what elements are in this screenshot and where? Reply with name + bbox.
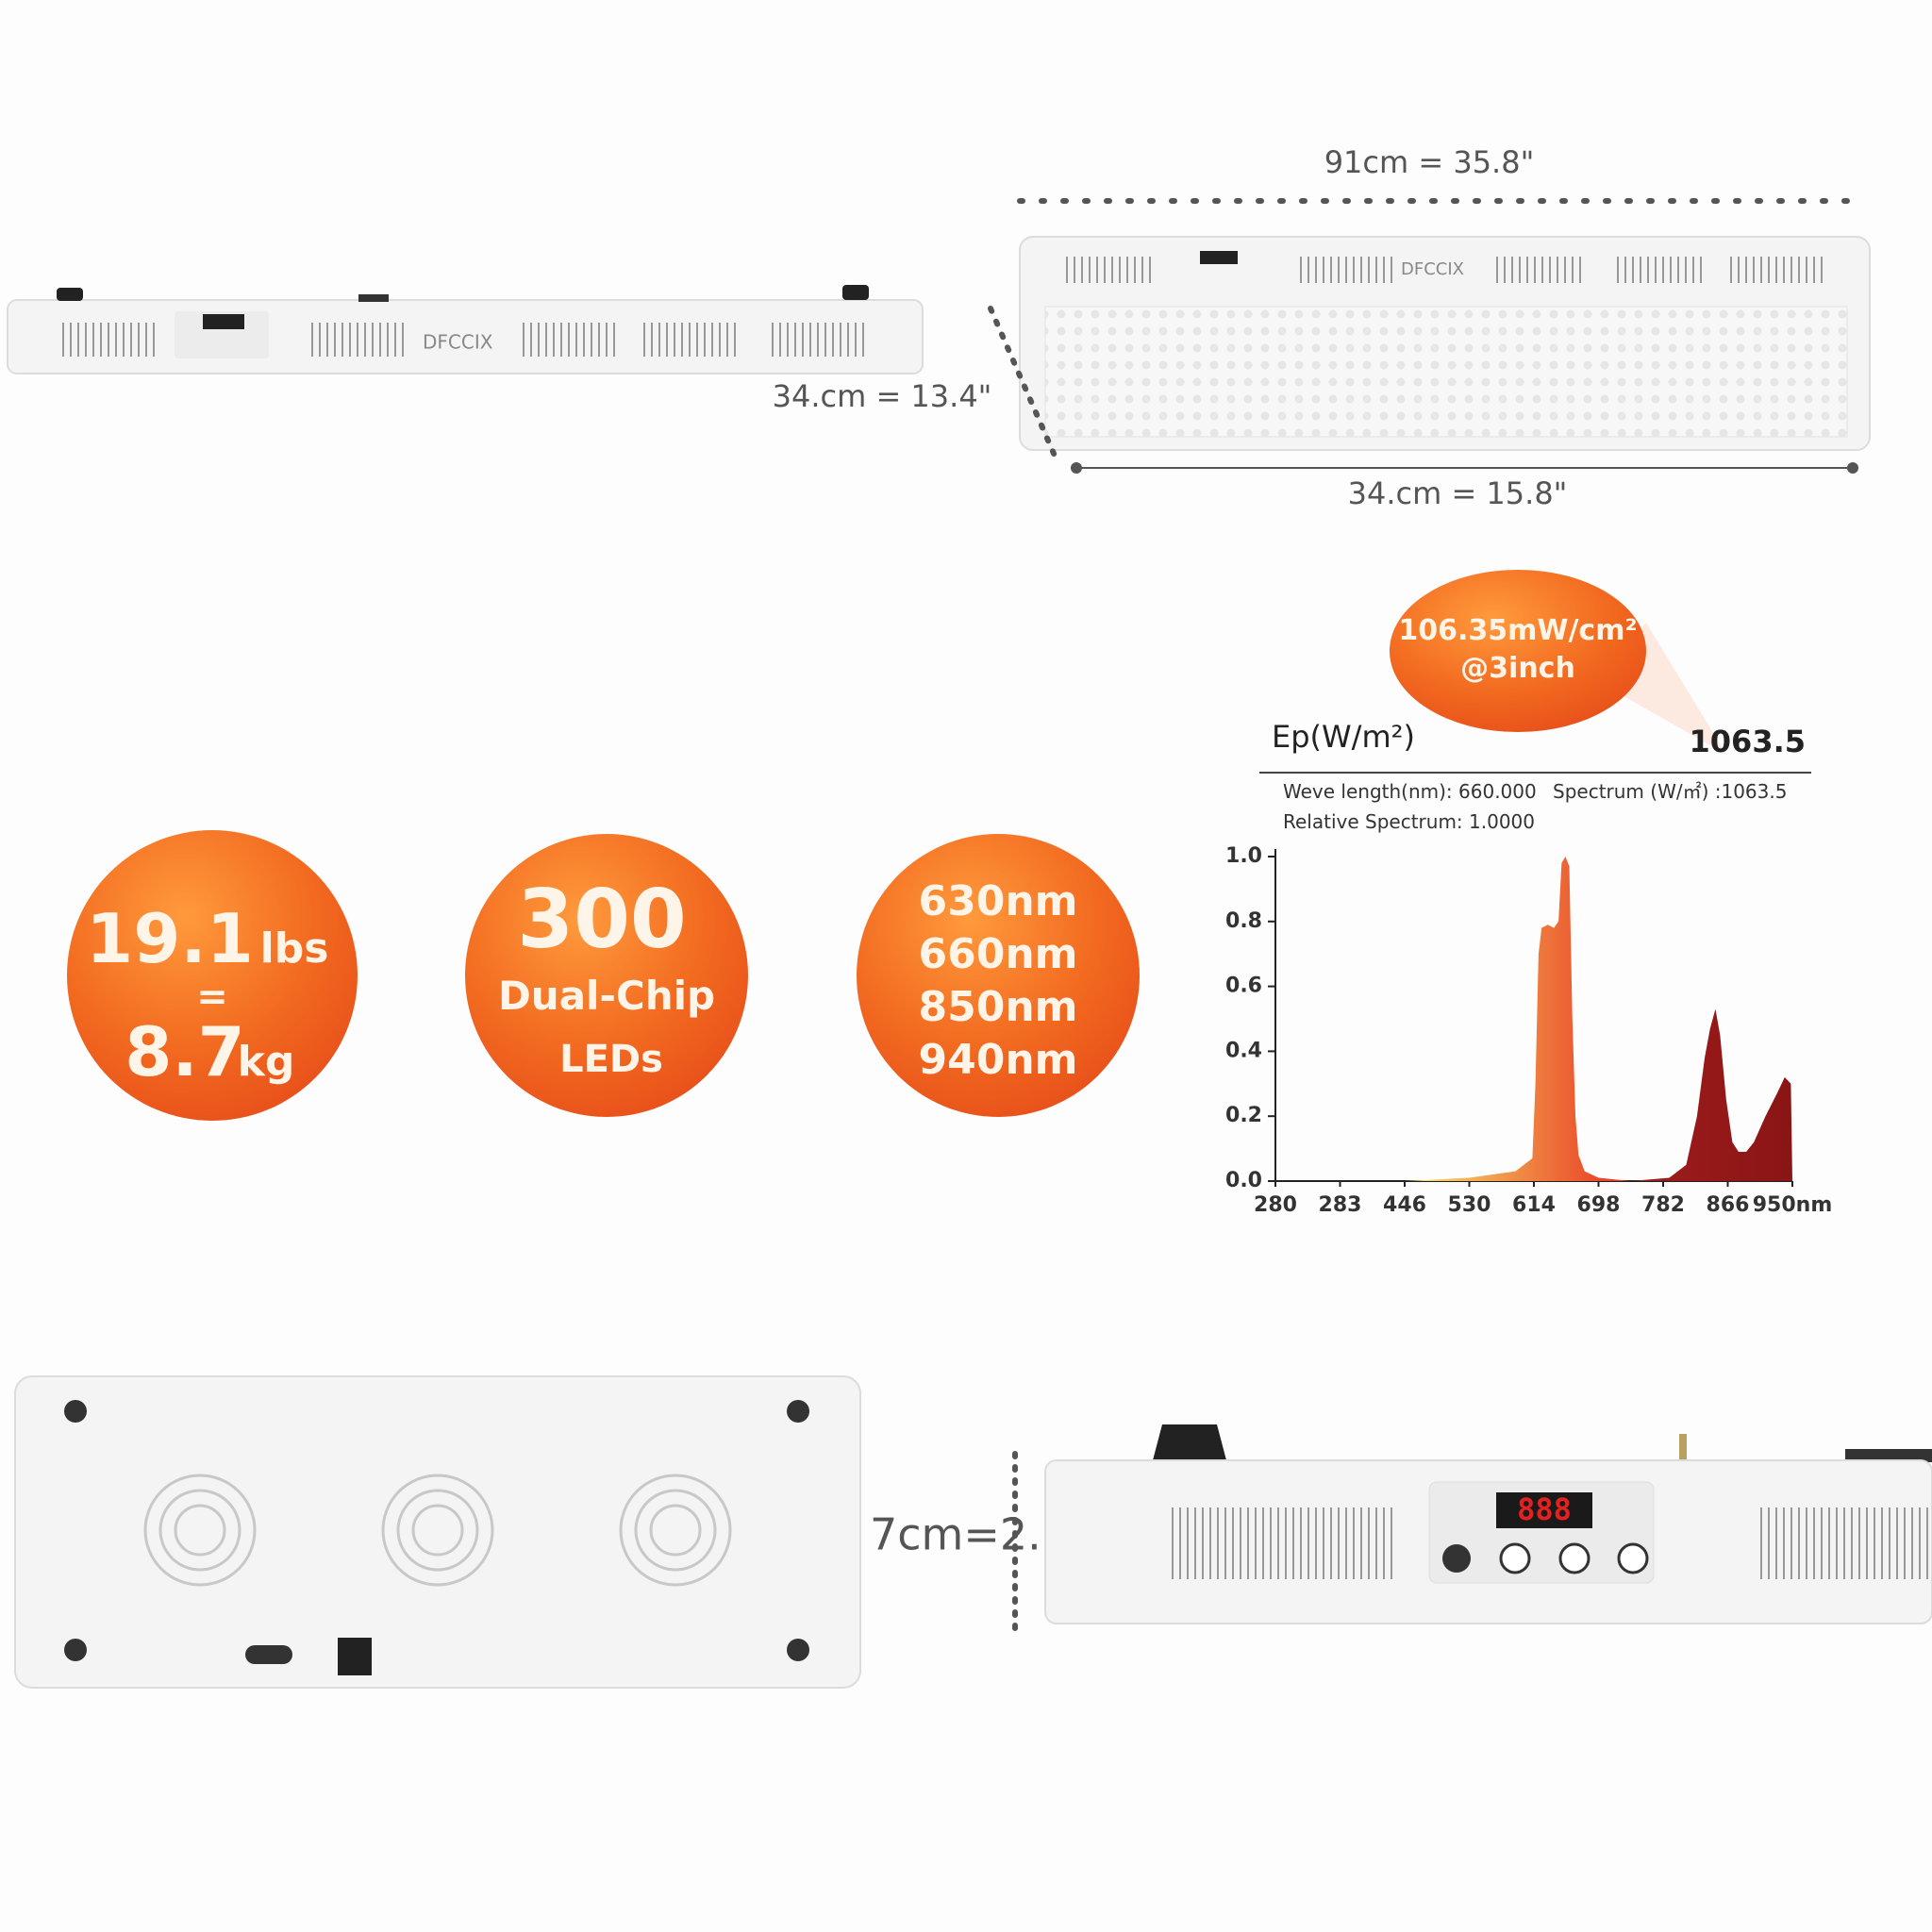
- vent: [62, 323, 160, 357]
- dim-depth: 34.cm = 13.4": [773, 378, 992, 414]
- vent: [1611, 257, 1704, 283]
- vent: [1730, 257, 1823, 283]
- dim-end: [1847, 462, 1858, 474]
- button: [1442, 1544, 1471, 1573]
- panel-back: [14, 1375, 861, 1689]
- button: [1558, 1542, 1591, 1574]
- y-tick-label: 0.4: [1225, 1039, 1262, 1062]
- chart-info: Relative Spectrum: 1.0000: [1283, 810, 1535, 833]
- power-socket: [245, 1645, 292, 1664]
- badge-text: 940nm: [918, 1036, 1077, 1084]
- connector: [1679, 1434, 1687, 1460]
- back-view: 7cm=2.75": [14, 1375, 1117, 1689]
- side-view: DFCCIX: [7, 285, 924, 375]
- chart-title: Ep(W/m²): [1272, 719, 1415, 755]
- display: [1200, 251, 1238, 264]
- vent: [766, 323, 864, 357]
- callout-bubble: [1390, 570, 1646, 732]
- callout-text: 106.35mW/cm²: [1398, 614, 1637, 647]
- badge-text: 850nm: [918, 983, 1077, 1031]
- led-grid: [1045, 307, 1847, 437]
- display: [1496, 1492, 1592, 1528]
- dim-line: [988, 306, 1058, 458]
- foot: [787, 1400, 809, 1423]
- badge-text: kg: [238, 1038, 295, 1086]
- top-view: DFCCIX 91cm = 35.8" 34.cm = 13.4" 34.cm …: [773, 144, 1871, 511]
- spectrum-chart: Ep(W/m²) 1063.5 Weve length(nm): 660.000…: [1225, 719, 1832, 1217]
- brand: DFCCIX: [423, 331, 493, 354]
- y-tick-label: 0.6: [1225, 974, 1262, 998]
- spectrum-area: [1405, 857, 1631, 1181]
- button: [1617, 1542, 1649, 1574]
- knob: [1153, 1424, 1226, 1460]
- y-tick-label: 0.0: [1225, 1169, 1262, 1192]
- button: [1499, 1542, 1531, 1574]
- vent: [1064, 257, 1157, 283]
- x-tick-label: 530: [1448, 1193, 1491, 1217]
- control-box: [175, 311, 269, 358]
- vent: [517, 323, 615, 357]
- badges: 19.1 lbs = 8.7 kg 300 Dual-Chip LEDs 630…: [67, 830, 1140, 1121]
- spectrum-area: [1630, 1008, 1792, 1181]
- vent: [311, 323, 409, 357]
- badge-text: 19.1: [86, 899, 254, 978]
- vent: [1170, 1507, 1392, 1579]
- x-tick-label: 446: [1383, 1193, 1426, 1217]
- badge-text: 300: [517, 873, 687, 967]
- y-tick-label: 0.2: [1225, 1104, 1262, 1127]
- x-tick-label: 283: [1319, 1193, 1362, 1217]
- badge-circle: [67, 830, 358, 1121]
- y-tick-label: 0.8: [1225, 909, 1262, 933]
- y-tick-label: 1.0: [1225, 844, 1262, 868]
- badge-text: 660nm: [918, 930, 1077, 978]
- display: [203, 314, 244, 329]
- dim-width: 91cm = 35.8": [1324, 144, 1535, 180]
- fans: [143, 1474, 732, 1587]
- badge-circle: [857, 834, 1140, 1117]
- front-closeup: 888: [1044, 1424, 1932, 1624]
- badge-text: Dual-Chip: [498, 973, 715, 1019]
- dim-length: 34.cm = 15.8": [1348, 475, 1568, 511]
- vent: [1300, 257, 1392, 283]
- chart-info: Weve length(nm): 660.000: [1283, 780, 1537, 803]
- x-tick-label: 782: [1641, 1193, 1685, 1217]
- knob: [57, 288, 83, 301]
- foot: [64, 1400, 87, 1423]
- callout-text: @3inch: [1460, 652, 1575, 685]
- x-tick-label: 950nm: [1753, 1193, 1833, 1217]
- switch: [358, 294, 389, 302]
- chart-info: Spectrum (W/㎡) :1063.5: [1553, 780, 1787, 803]
- x-tick-label: 614: [1512, 1193, 1556, 1217]
- vent: [1755, 1507, 1932, 1579]
- foot: [787, 1639, 809, 1661]
- badge-text: 8.7: [125, 1012, 245, 1091]
- dim-end: [1071, 462, 1082, 474]
- x-tick-label: 698: [1577, 1193, 1621, 1217]
- switch: [338, 1638, 372, 1675]
- badge-text: lbs: [260, 924, 329, 973]
- x-tick-label: 280: [1254, 1193, 1297, 1217]
- switch: [1845, 1449, 1932, 1462]
- badge-circle: [465, 834, 748, 1117]
- badge-text: =: [196, 975, 228, 1019]
- callout: 106.35mW/cm² @3inch: [1390, 570, 1726, 755]
- knob: [842, 285, 869, 300]
- headline-value: 1063.5: [1690, 724, 1806, 759]
- vent: [641, 323, 740, 357]
- vent: [1492, 257, 1585, 283]
- foot: [64, 1639, 87, 1661]
- badge-text: LEDs: [559, 1038, 663, 1081]
- display-digits: 888: [1517, 1491, 1572, 1527]
- brand: DFCCIX: [1401, 259, 1464, 279]
- x-tick-label: 866: [1707, 1193, 1750, 1217]
- control-box: [1428, 1481, 1655, 1584]
- badge-text: 630nm: [918, 877, 1077, 925]
